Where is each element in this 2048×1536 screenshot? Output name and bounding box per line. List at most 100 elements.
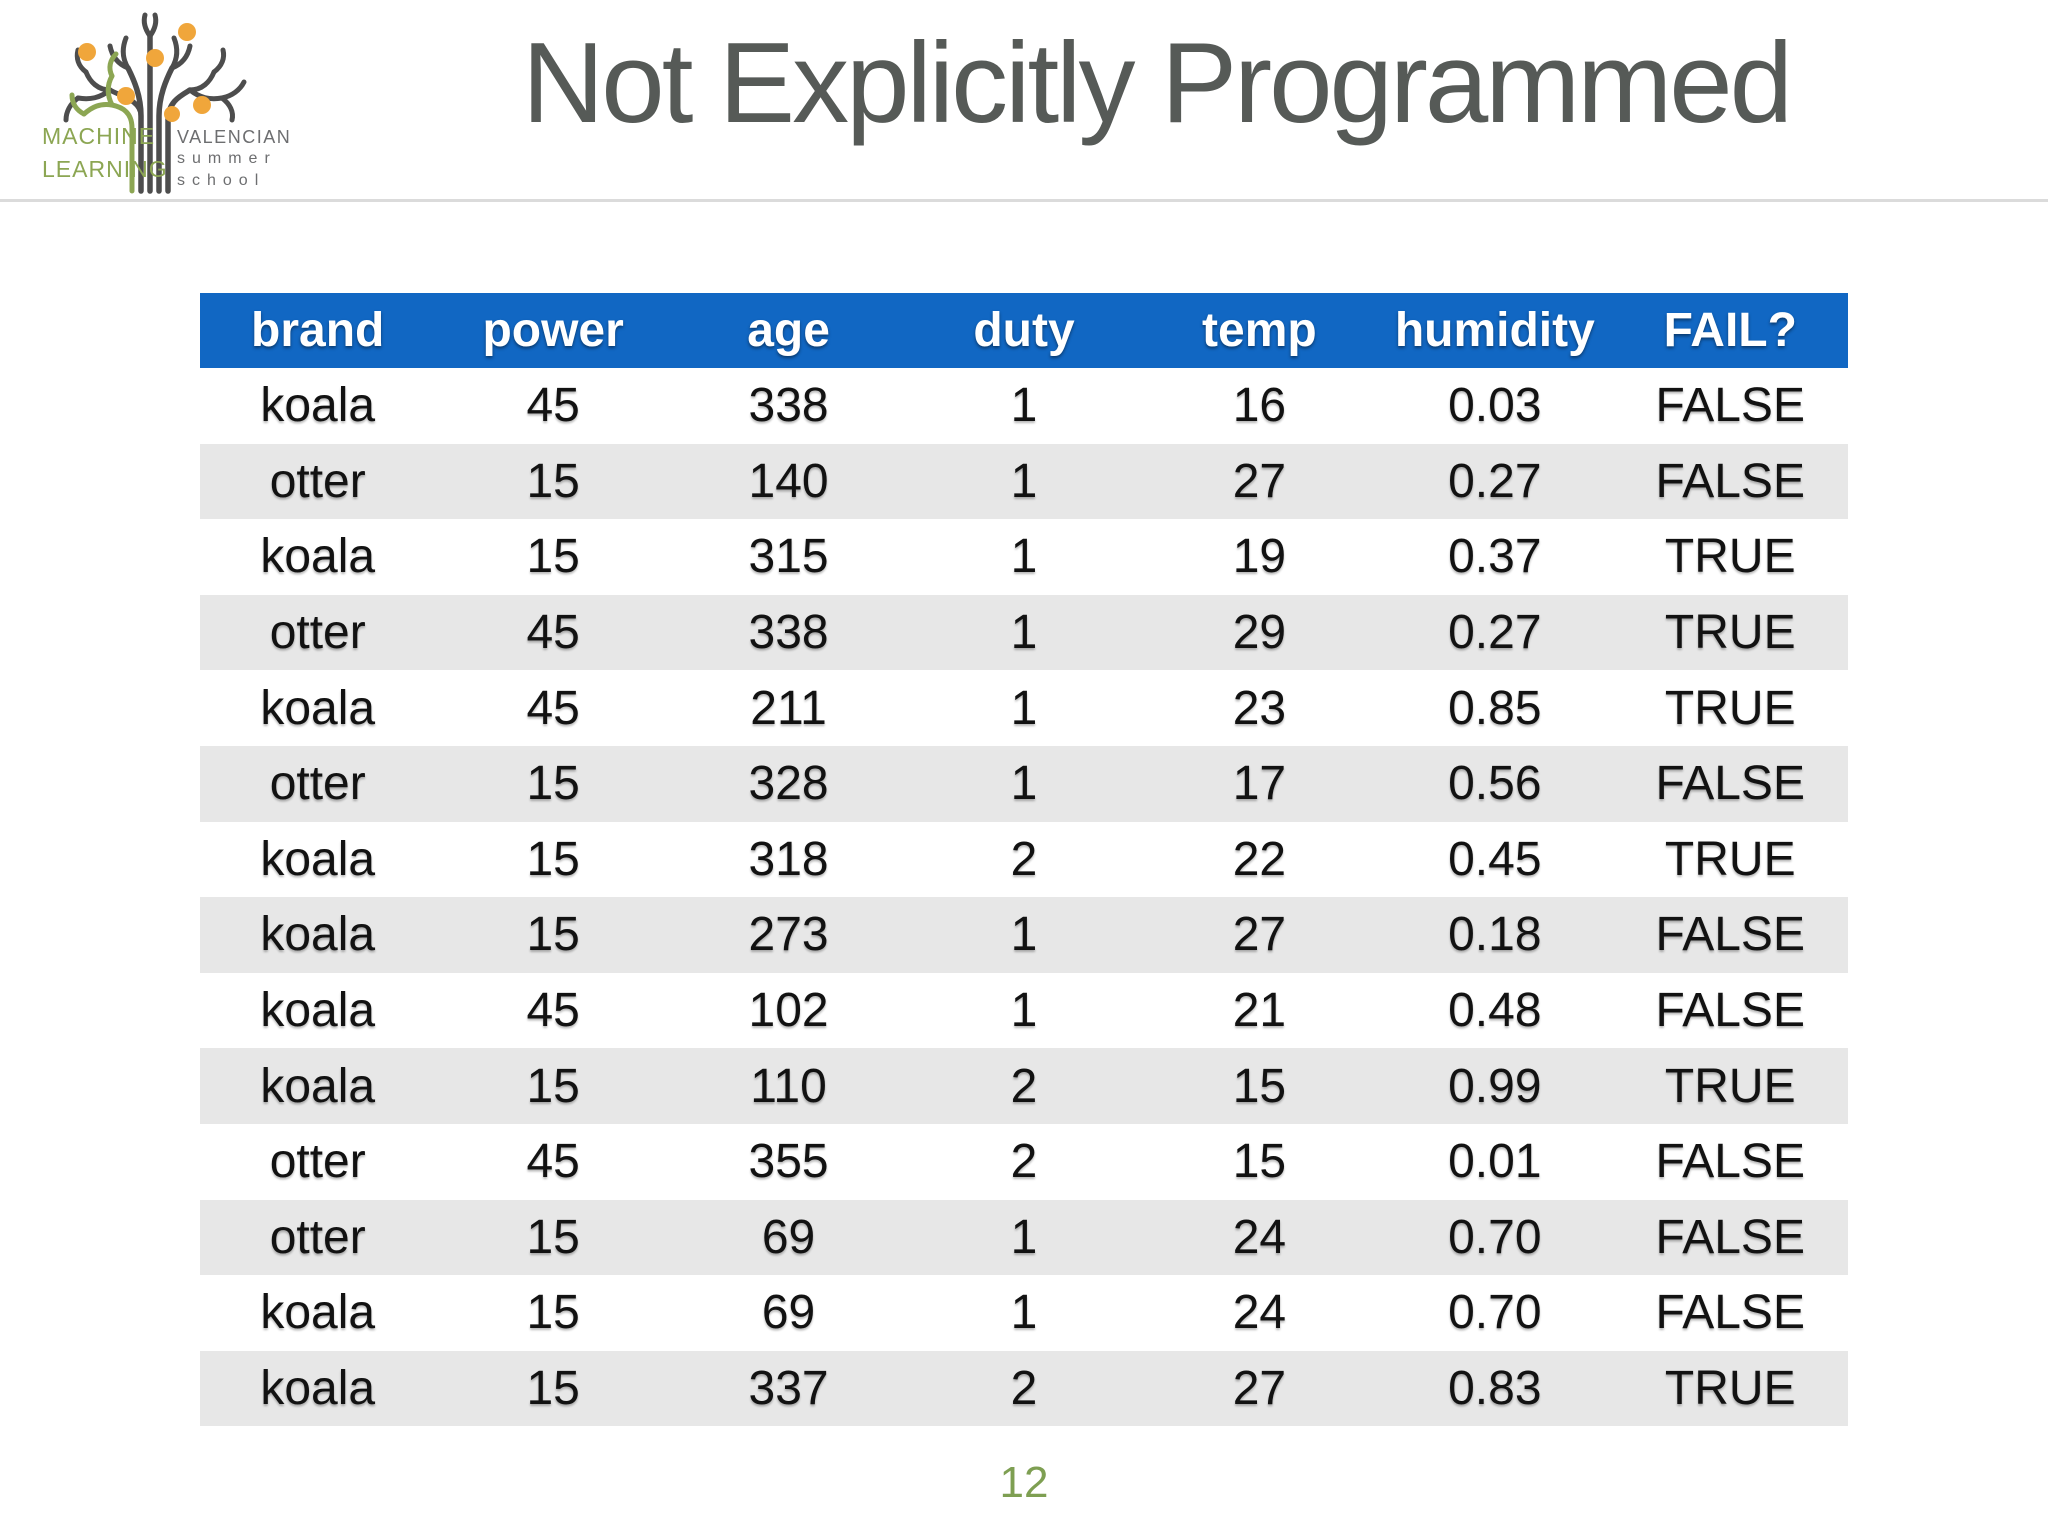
table-cell: 45 <box>526 681 580 735</box>
logo-text-valencian: VALENCIAN <box>177 127 292 147</box>
logo-text-learning: LEARNING <box>42 156 168 182</box>
table-cell: 0.85 <box>1448 681 1542 735</box>
table-row: otter 15 140 1 27 0.27 FALSE <box>200 443 1848 520</box>
table-cell: 1 <box>1010 1210 1038 1264</box>
table-cell: 1 <box>1010 681 1038 735</box>
table-cell: 273 <box>748 908 829 962</box>
table-cell: TRUE <box>1664 530 1796 584</box>
table-cell: 1 <box>1010 1286 1038 1340</box>
table-cell: 0.27 <box>1448 454 1542 508</box>
column-header-fail: FAIL? <box>1612 293 1848 368</box>
table-cell: koala <box>260 530 376 584</box>
table-cell: koala <box>260 1059 376 1113</box>
table-cell: 45 <box>526 984 580 1038</box>
table-cell: FALSE <box>1655 1210 1805 1264</box>
table-cell: 15 <box>526 1362 580 1416</box>
header-divider <box>0 199 2048 202</box>
logo-text-summer: summer <box>177 150 277 167</box>
column-header-duty: duty <box>906 293 1142 368</box>
table-cell: 27 <box>1232 1362 1287 1416</box>
table-cell: 0.18 <box>1448 908 1542 962</box>
table-cell: 102 <box>748 984 829 1038</box>
column-header-humidity: humidity <box>1377 293 1613 368</box>
table-cell: 0.56 <box>1448 757 1542 811</box>
table-cell: TRUE <box>1664 606 1796 660</box>
table-cell: 15 <box>526 1210 580 1264</box>
table-cell: TRUE <box>1664 832 1796 886</box>
table-cell: FALSE <box>1655 984 1805 1038</box>
table-cell: 0.70 <box>1448 1286 1542 1340</box>
table-cell: 2 <box>1010 832 1038 886</box>
table-cell: 1 <box>1010 984 1038 1038</box>
table-row: koala 15 337 2 27 0.83 TRUE <box>200 1350 1848 1427</box>
table-cell: 24 <box>1232 1286 1287 1340</box>
table-cell: 27 <box>1232 908 1287 962</box>
table-cell: 0.45 <box>1448 832 1542 886</box>
table-cell: 29 <box>1232 606 1287 660</box>
logo-text-machine: MACHINE <box>42 123 156 149</box>
table-cell: 15 <box>526 530 580 584</box>
table-row: koala 45 211 1 23 0.85 TRUE <box>200 670 1848 746</box>
table-cell: koala <box>260 984 376 1038</box>
table-cell: 1 <box>1010 757 1038 811</box>
tree-logo-graphic <box>63 12 247 194</box>
table-cell: 110 <box>750 1059 827 1113</box>
table-cell: 0.37 <box>1448 530 1542 584</box>
table-cell: 69 <box>761 1210 816 1264</box>
table-cell: 15 <box>1232 1135 1287 1189</box>
table-row: koala 15 69 1 24 0.70 FALSE <box>200 1275 1848 1351</box>
table-cell: 19 <box>1232 530 1287 584</box>
table-row: koala 15 318 2 22 0.45 TRUE <box>200 821 1848 898</box>
column-header-brand: brand <box>200 293 436 368</box>
table-cell: 1 <box>1010 379 1038 433</box>
table-cell: 337 <box>748 1362 829 1416</box>
data-table: brand power age duty temp humidity FAIL? koala… <box>200 293 1848 1427</box>
table-cell: 16 <box>1232 379 1287 433</box>
table-cell: TRUE <box>1664 1059 1796 1113</box>
table-row: koala 45 338 1 16 0.03 FALSE <box>200 368 1848 444</box>
table-cell: 2 <box>1010 1135 1038 1189</box>
table-row: otter 45 338 1 29 0.27 TRUE <box>200 594 1848 671</box>
table-cell: FALSE <box>1655 1286 1805 1340</box>
table-cell: FALSE <box>1655 908 1805 962</box>
table-cell: 1 <box>1010 908 1038 962</box>
table-cell: otter <box>269 606 366 660</box>
table-row: otter 15 69 1 24 0.70 FALSE <box>200 1199 1848 1276</box>
page-number: 12 <box>999 1458 1049 1507</box>
table-cell: 318 <box>748 832 829 886</box>
table-cell: 2 <box>1010 1362 1038 1416</box>
table-row: otter 15 328 1 17 0.56 FALSE <box>200 745 1848 822</box>
column-header-power: power <box>435 293 671 368</box>
table-cell: 1 <box>1010 606 1038 660</box>
table-cell: 2 <box>1010 1059 1038 1113</box>
slide-header: MACHINE LEARNING VALENCIAN summer school… <box>0 0 2048 199</box>
table-cell: 0.27 <box>1448 606 1542 660</box>
table-cell: 0.03 <box>1448 379 1542 433</box>
table-row: koala 15 110 2 15 0.99 TRUE <box>200 1048 1848 1124</box>
table-cell: koala <box>260 1362 376 1416</box>
table-cell: 15 <box>526 832 580 886</box>
table-header-row: brand power age duty temp humidity FAIL? <box>200 293 1848 368</box>
table-row: koala 45 102 1 21 0.48 FALSE <box>200 972 1848 1049</box>
table-cell: 69 <box>761 1286 816 1340</box>
table-row: koala 15 273 1 27 0.18 FALSE <box>200 897 1848 973</box>
table-row: koala 15 315 1 19 0.37 TRUE <box>200 519 1848 595</box>
table-cell: 24 <box>1232 1210 1287 1264</box>
table-cell: 140 <box>748 454 829 508</box>
table-cell: 0.48 <box>1448 984 1542 1038</box>
table-cell: 315 <box>748 530 829 584</box>
table-cell: koala <box>260 1286 376 1340</box>
table-cell: 15 <box>526 454 580 508</box>
table-cell: 338 <box>748 606 829 660</box>
table-cell: otter <box>269 454 366 508</box>
table-cell: TRUE <box>1664 681 1796 735</box>
table-cell: 45 <box>526 1135 580 1189</box>
table-cell: otter <box>269 1135 366 1189</box>
logo-text-school: school <box>177 172 266 189</box>
column-header-age: age <box>670 293 907 368</box>
table-cell: FALSE <box>1655 757 1805 811</box>
table-cell: koala <box>260 832 376 886</box>
table-cell: koala <box>260 681 376 735</box>
table-cell: 15 <box>526 1286 580 1340</box>
slide-title: Not Explicitly Programmed <box>521 20 1793 147</box>
